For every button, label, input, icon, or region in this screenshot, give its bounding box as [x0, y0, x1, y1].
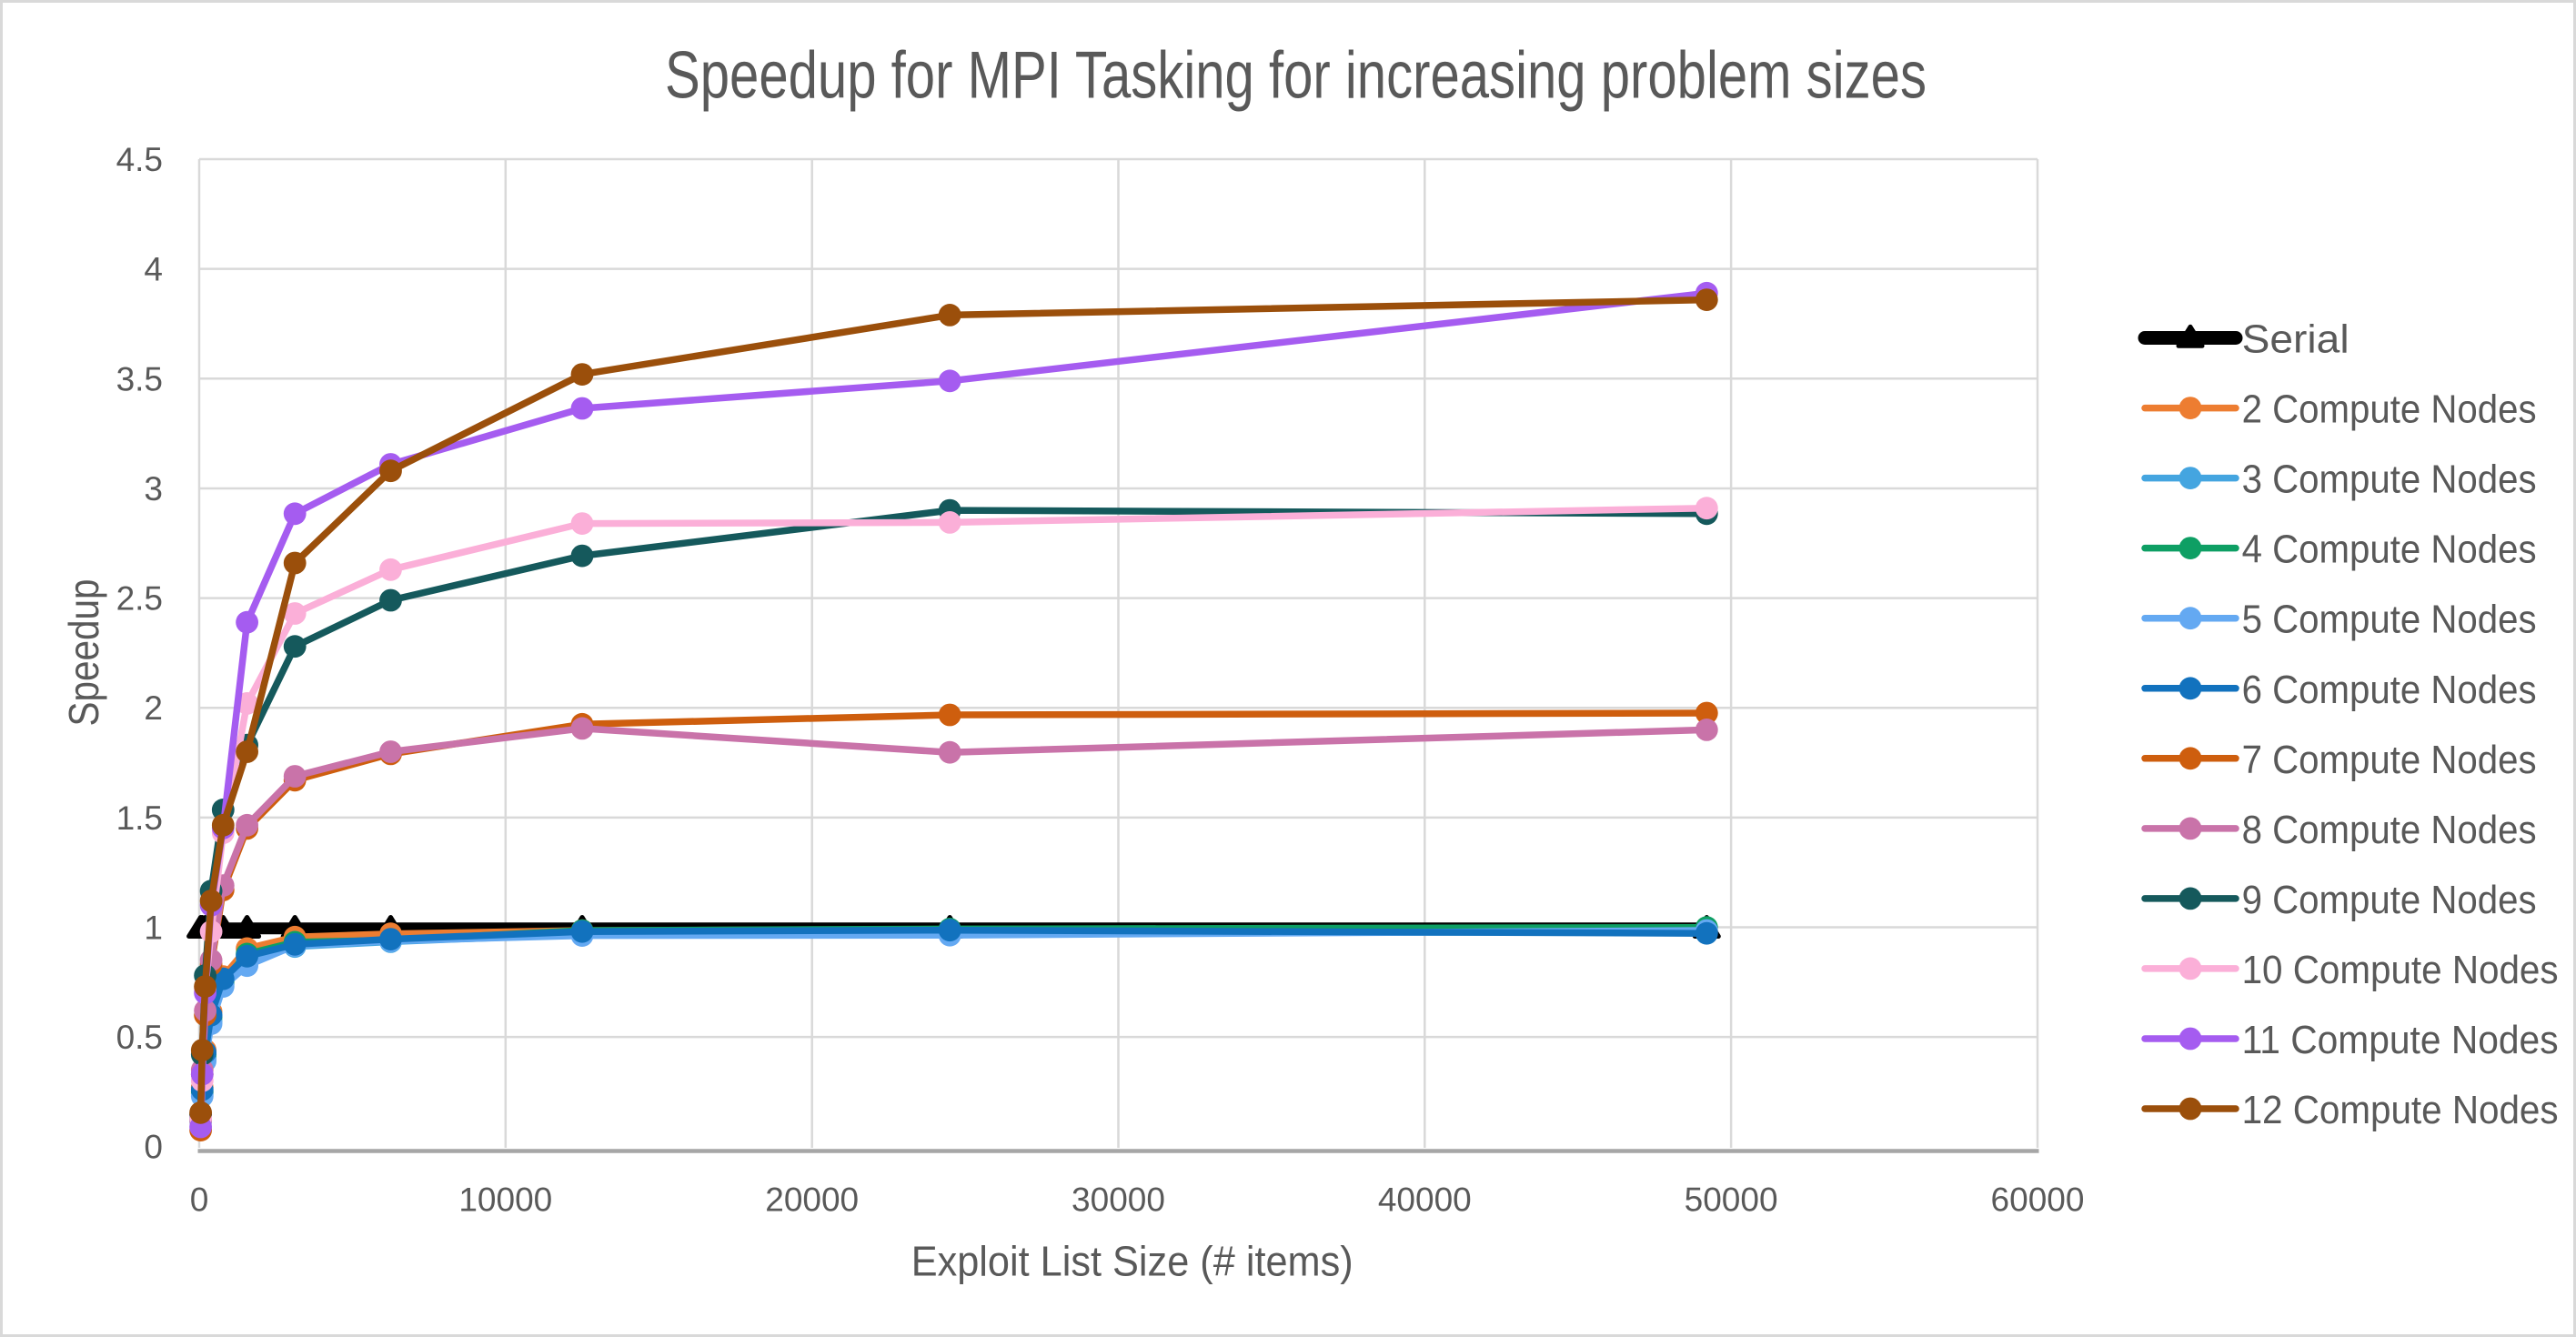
svg-text:0.5: 0.5 — [116, 1019, 163, 1056]
svg-text:5 Compute Nodes: 5 Compute Nodes — [2242, 598, 2537, 642]
svg-text:10 Compute Nodes: 10 Compute Nodes — [2242, 948, 2559, 992]
svg-text:11 Compute Nodes: 11 Compute Nodes — [2242, 1018, 2559, 1062]
svg-text:0: 0 — [190, 1181, 209, 1219]
svg-text:9 Compute Nodes: 9 Compute Nodes — [2242, 878, 2537, 922]
svg-text:1: 1 — [144, 910, 163, 947]
svg-text:Speedup: Speedup — [60, 579, 107, 727]
svg-text:3.5: 3.5 — [116, 360, 163, 397]
svg-text:40000: 40000 — [1378, 1181, 1472, 1219]
svg-text:50000: 50000 — [1685, 1181, 1778, 1219]
svg-text:2: 2 — [144, 689, 163, 727]
svg-text:3: 3 — [144, 470, 163, 508]
svg-text:1.5: 1.5 — [116, 799, 163, 837]
svg-text:60000: 60000 — [1991, 1181, 2085, 1219]
svg-text:Speedup for MPI Tasking for in: Speedup for MPI Tasking for increasing p… — [665, 39, 1927, 113]
svg-text:4.5: 4.5 — [116, 141, 163, 178]
svg-text:6 Compute Nodes: 6 Compute Nodes — [2242, 668, 2537, 712]
svg-text:8 Compute Nodes: 8 Compute Nodes — [2242, 808, 2537, 852]
svg-text:Serial: Serial — [2242, 317, 2350, 362]
svg-text:30000: 30000 — [1072, 1181, 1165, 1219]
svg-text:12 Compute Nodes: 12 Compute Nodes — [2242, 1088, 2559, 1132]
svg-text:7 Compute Nodes: 7 Compute Nodes — [2242, 738, 2537, 782]
svg-text:Exploit List Size (# items): Exploit List Size (# items) — [911, 1238, 1353, 1285]
svg-text:4: 4 — [144, 251, 163, 288]
svg-text:20000: 20000 — [765, 1181, 859, 1219]
svg-text:2 Compute Nodes: 2 Compute Nodes — [2242, 387, 2537, 432]
svg-text:3 Compute Nodes: 3 Compute Nodes — [2242, 457, 2537, 502]
svg-text:2.5: 2.5 — [116, 580, 163, 618]
svg-text:10000: 10000 — [458, 1181, 552, 1219]
svg-text:4 Compute Nodes: 4 Compute Nodes — [2242, 528, 2537, 572]
svg-text:0: 0 — [144, 1129, 163, 1166]
